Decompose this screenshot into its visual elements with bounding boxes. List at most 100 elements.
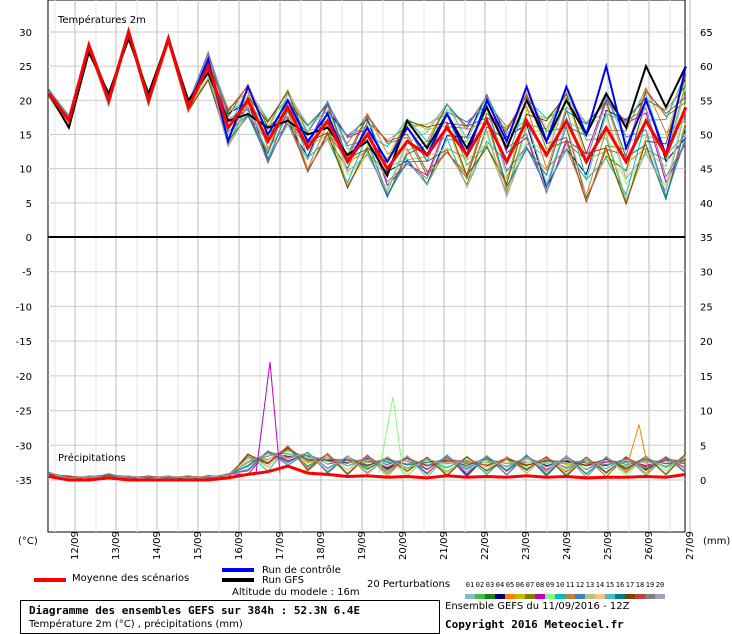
right-tick-label: 30 xyxy=(700,268,713,279)
right-tick-label: 20 xyxy=(700,337,713,348)
perturbation-swatch-11 xyxy=(565,594,575,599)
left-tick-label: -25 xyxy=(16,407,32,418)
right-tick-label: 15 xyxy=(700,372,713,383)
perturbation-swatch-03 xyxy=(485,594,495,599)
date-tick-label: 12/09 xyxy=(70,531,81,560)
precip-peak-line xyxy=(624,424,650,474)
perturbation-swatch-07 xyxy=(525,594,535,599)
right-tick-label: 60 xyxy=(700,62,713,73)
left-tick-label: 30 xyxy=(19,28,32,39)
date-tick-label: 24/09 xyxy=(562,531,573,560)
perturbation-id-18: 18 xyxy=(635,581,645,589)
legend-control-label: Run de contrôle xyxy=(262,565,341,576)
perturbation-ids: 01 02 03 04 05 06 07 08 09 10 11 12 13 14 15 16 17 18 19 20 xyxy=(465,572,685,591)
perturbation-id-12: 12 xyxy=(575,581,585,589)
perturbation-id-08: 08 xyxy=(535,581,545,589)
perturbation-swatch-18 xyxy=(635,594,645,599)
date-tick-label: 17/09 xyxy=(275,531,286,560)
left-tick-label: -35 xyxy=(16,476,32,487)
perturbation-swatch-01 xyxy=(465,594,475,599)
perturbation-id-09: 09 xyxy=(545,581,555,589)
date-tick-label: 22/09 xyxy=(480,531,491,560)
perturbation-id-02: 02 xyxy=(475,581,485,589)
date-tick-label: 20/09 xyxy=(398,531,409,560)
date-tick-label: 16/09 xyxy=(234,531,245,560)
perturbation-id-16: 16 xyxy=(615,581,625,589)
footer-title-box: Diagramme des ensembles GEFS sur 384h : … xyxy=(20,600,440,634)
left-tick-label: 0 xyxy=(26,233,32,244)
perturbation-legend: 01 02 03 04 05 06 07 08 09 10 11 12 13 14 15 16 17 18 19 20 xyxy=(465,572,685,599)
left-tick-label: -30 xyxy=(16,441,32,452)
perturbation-swatch-10 xyxy=(555,594,565,599)
left-tick-label: 20 xyxy=(19,96,32,107)
perturbation-id-14: 14 xyxy=(595,581,605,589)
mean-temp-line xyxy=(47,26,688,172)
perturbation-id-05: 05 xyxy=(505,581,515,589)
legend-altitude: Altitude du modele : 16m xyxy=(232,587,360,598)
legend-mean-label: Moyenne des scénarios xyxy=(72,573,190,584)
left-axis-unit: (°C) xyxy=(18,536,38,547)
left-tick-label: -15 xyxy=(16,337,32,348)
perturbation-swatch-06 xyxy=(515,594,525,599)
perturbation-id-15: 15 xyxy=(605,581,615,589)
left-tick-label: 25 xyxy=(19,62,32,73)
perturbation-swatch-12 xyxy=(575,594,585,599)
perturbation-id-11: 11 xyxy=(565,581,575,589)
legend-perturbations-label: 20 Perturbations xyxy=(367,579,451,590)
right-tick-label: 55 xyxy=(700,96,713,107)
left-tick-label: 5 xyxy=(26,199,32,210)
perturbation-swatch-19 xyxy=(645,594,655,599)
left-tick-label: 15 xyxy=(19,131,32,142)
right-tick-label: 0 xyxy=(700,476,706,487)
footer-run-info: Ensemble GEFS du 11/09/2016 - 12Z xyxy=(445,601,630,612)
right-tick-label: 5 xyxy=(700,441,706,452)
date-tick-label: 19/09 xyxy=(357,531,368,560)
perturbation-id-13: 13 xyxy=(585,581,595,589)
perturbation-id-07: 07 xyxy=(525,581,535,589)
perturbation-precip-line-20 xyxy=(48,452,687,480)
footer-subtitle: Température 2m (°C) , précipitations (mm… xyxy=(29,619,243,630)
perturbation-id-10: 10 xyxy=(555,581,565,589)
perturbation-precip-line-19 xyxy=(48,451,687,481)
perturbation-swatch-20 xyxy=(655,594,665,599)
date-tick-label: 15/09 xyxy=(193,531,204,560)
precip-panel-title: Précipitations xyxy=(58,452,126,464)
right-tick-label: 10 xyxy=(700,407,713,418)
perturbation-swatch-04 xyxy=(495,594,505,599)
perturbation-id-19: 19 xyxy=(645,581,655,589)
right-tick-label: 50 xyxy=(700,131,713,142)
legend-mean-swatch xyxy=(34,578,66,582)
chart-axes: 302520151050-5-10-15-20-25-30-3565605550… xyxy=(16,28,713,560)
date-tick-label: 23/09 xyxy=(521,531,532,560)
perturbation-id-04: 04 xyxy=(495,581,505,589)
perturbation-id-17: 17 xyxy=(625,581,635,589)
perturbation-swatch-16 xyxy=(615,594,625,599)
date-tick-label: 18/09 xyxy=(316,531,327,560)
perturbation-swatch-09 xyxy=(545,594,555,599)
legend-gfs-swatch xyxy=(222,578,254,582)
perturbation-swatches xyxy=(465,591,685,599)
perturbation-swatch-13 xyxy=(585,594,595,599)
perturbation-swatch-15 xyxy=(605,594,615,599)
right-tick-label: 65 xyxy=(700,28,713,39)
date-tick-label: 21/09 xyxy=(439,531,450,560)
mean-precip-line xyxy=(48,464,687,482)
ensemble-chart: 302520151050-5-10-15-20-25-30-3565605550… xyxy=(16,0,730,560)
left-tick-label: 10 xyxy=(19,165,32,176)
legend-gfs-label: Run GFS xyxy=(262,575,305,586)
date-tick-label: 13/09 xyxy=(111,531,122,560)
footer-title: Diagramme des ensembles GEFS sur 384h : … xyxy=(29,604,361,617)
perturbation-id-20: 20 xyxy=(655,581,665,589)
perturbation-swatch-17 xyxy=(625,594,635,599)
chart-grid xyxy=(48,0,691,532)
right-tick-label: 25 xyxy=(700,302,713,313)
date-tick-label: 27/09 xyxy=(685,531,696,560)
temp-panel-title: Températures 2m xyxy=(57,14,146,26)
date-tick-label: 14/09 xyxy=(152,531,163,560)
precip-peak-line xyxy=(378,396,404,474)
perturbation-swatch-08 xyxy=(535,594,545,599)
perturbation-swatch-14 xyxy=(595,594,605,599)
perturbation-id-01: 01 xyxy=(465,581,475,589)
perturbation-id-06: 06 xyxy=(515,581,525,589)
perturbation-swatch-05 xyxy=(505,594,515,599)
